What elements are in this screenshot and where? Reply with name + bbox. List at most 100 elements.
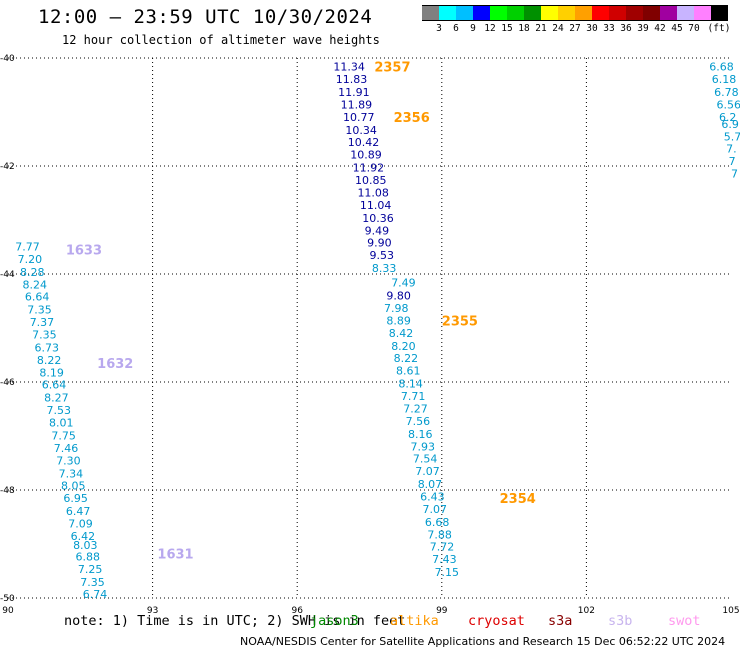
swh-value: 6.47 <box>66 505 91 518</box>
swh-value: 8.22 <box>37 354 62 367</box>
lon-tick-label: 102 <box>578 606 595 616</box>
legend-swatch <box>592 6 609 20</box>
swh-value: 7.27 <box>403 402 428 415</box>
swh-value: 7.54 <box>413 453 438 466</box>
pass-number: 1631 <box>157 548 193 563</box>
swh-value: 8.22 <box>394 352 419 365</box>
lon-tick-label: 90 <box>2 606 14 616</box>
legend-swatch <box>473 6 490 20</box>
swh-value: 7.37 <box>30 316 55 329</box>
swh-value: 8.16 <box>408 428 433 441</box>
swh-value: 8.20 <box>391 340 416 353</box>
lat-tick-label: -44 <box>0 270 15 280</box>
legend-label: 33 <box>603 23 615 34</box>
satellite-label: swot <box>668 613 701 629</box>
swh-value: 7.34 <box>59 467 84 480</box>
legend-swatch <box>439 6 456 20</box>
swh-value: 11.92 <box>353 162 385 175</box>
swh-value: 7.77 <box>15 240 40 253</box>
swh-value: 7.46 <box>54 442 79 455</box>
swh-value: 6.56 <box>717 98 740 111</box>
legend-label: 3 <box>436 23 442 34</box>
legend-swatch <box>660 6 677 20</box>
swh-value: 8.33 <box>372 262 397 275</box>
swh-value: 7.07 <box>423 503 448 516</box>
swh-value: 7.88 <box>427 528 452 541</box>
legend-swatch <box>456 6 473 20</box>
swh-value: 9.80 <box>386 290 411 303</box>
swh-value: 8.42 <box>389 327 414 340</box>
legend-color-scale <box>422 5 728 21</box>
legend-swatch <box>609 6 626 20</box>
swh-value: 8.19 <box>39 366 64 379</box>
swh-value: 7.56 <box>406 415 431 428</box>
swh-value: 6.18 <box>712 73 737 86</box>
legend-label: 27 <box>569 23 581 34</box>
lon-tick-label: 99 <box>436 606 448 616</box>
swh-value: 7.35 <box>27 304 51 317</box>
swh-value: 7.15 <box>435 566 460 579</box>
swh-value: 10.34 <box>345 124 377 137</box>
swh-value: 7.53 <box>47 404 71 417</box>
swh-value: 6.68 <box>709 61 734 74</box>
legend-swatch <box>422 6 439 20</box>
legend-swatch <box>558 6 575 20</box>
swh-value: 6.42 <box>71 530 96 543</box>
pass-number: 2355 <box>442 314 478 329</box>
satellite-label: altika <box>390 613 439 629</box>
swh-value: 7.35 <box>80 576 105 589</box>
footer-note: note: 1) Time is in UTC; 2) SWH is in fe… <box>64 613 406 629</box>
swh-value: 6.88 <box>75 550 100 563</box>
legend-swatch <box>626 6 643 20</box>
legend-swatch <box>524 6 541 20</box>
legend-swatch <box>490 6 507 20</box>
lat-tick-label: -42 <box>0 162 15 172</box>
legend-label: 36 <box>620 23 632 34</box>
swh-value: 6.43 <box>420 490 445 503</box>
legend-label: (ft) <box>707 23 731 34</box>
swh-value: 7. <box>726 143 737 156</box>
satellite-label: s3a <box>548 613 573 629</box>
legend-swatch <box>711 6 728 20</box>
swh-value: 8.07 <box>418 478 443 491</box>
swh-value: 8.14 <box>398 378 423 391</box>
swh-value: 10.36 <box>362 212 394 225</box>
pass-number: 2356 <box>394 111 430 126</box>
legend-label: 42 <box>654 23 666 34</box>
lon-tick-label: 93 <box>147 606 158 616</box>
swh-value: 8.01 <box>49 417 74 430</box>
swh-value: 7.72 <box>430 541 455 554</box>
swh-value: 9.90 <box>367 237 392 250</box>
swh-value: 11.83 <box>336 73 368 86</box>
swh-value: 8.24 <box>22 278 47 291</box>
swh-value: 7.09 <box>68 517 93 530</box>
legend-swatch <box>507 6 524 20</box>
lon-tick-label: 96 <box>291 606 303 616</box>
swh-value: 11.34 <box>333 61 365 74</box>
swh-value: 11.89 <box>341 98 373 111</box>
swh-value: 6.95 <box>63 492 88 505</box>
legend-swatch <box>643 6 660 20</box>
lat-tick-label: -50 <box>0 594 15 604</box>
map-title: 12:00 — 23:59 UTC 10/30/2024 <box>38 6 373 28</box>
pass-number: 2357 <box>374 61 410 76</box>
swh-value: 7.20 <box>18 253 43 266</box>
legend-label: 30 <box>586 23 598 34</box>
pass-number: 2354 <box>500 492 536 507</box>
swh-value: 7 <box>729 155 736 168</box>
swh-value: 10.42 <box>348 136 380 149</box>
legend-swatch <box>694 6 711 20</box>
pass-number: 1633 <box>66 244 102 259</box>
swh-value: 7.49 <box>391 277 416 290</box>
swh-value: 11.08 <box>357 186 389 199</box>
satellite-label: cryosat <box>468 613 525 629</box>
swh-value: 7.43 <box>432 553 457 566</box>
legend-label: 24 <box>552 23 564 34</box>
swh-value: 6.9 <box>721 118 739 131</box>
lat-tick-label: -40 <box>0 54 15 64</box>
legend-label: 70 <box>688 23 700 34</box>
swh-value: 10.89 <box>350 149 382 162</box>
swh-value: 11.04 <box>360 199 392 212</box>
credit-line: NOAA/NESDIS Center for Satellite Applica… <box>240 635 726 648</box>
